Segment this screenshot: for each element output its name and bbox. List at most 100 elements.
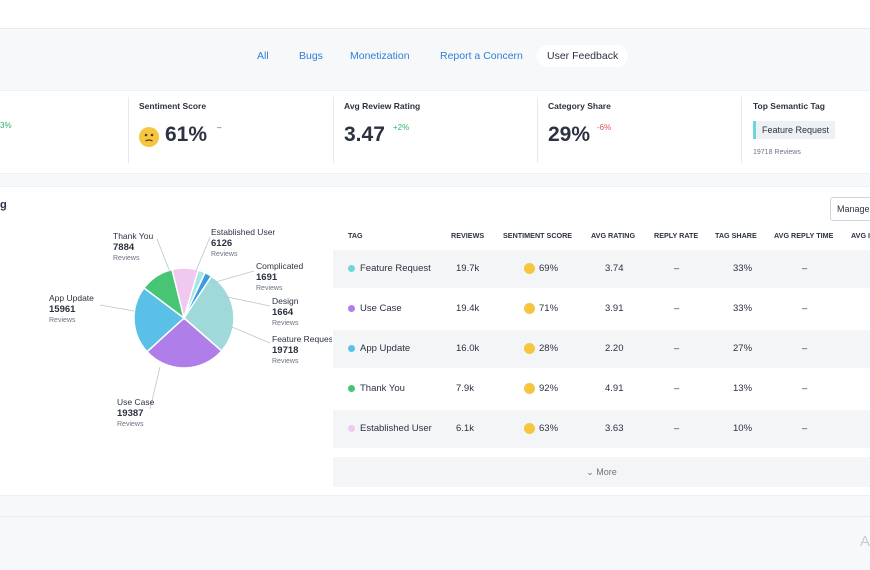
pie-label-count: 19718 [272,345,299,356]
pie-label-name: App Update [49,293,94,303]
column-header-avg-truncated[interactable]: AVG I [851,231,870,240]
reply-rate-value: – [674,423,680,434]
table-row[interactable]: Use Case 19.4k 71% 3.91 – 33% – [333,290,870,328]
pie-label-name: Use Case [117,397,155,407]
tag-name: App Update [360,343,411,354]
column-header-reviews[interactable]: REVIEWS [451,231,485,240]
pie-label-complicated: Complicated 1691 Reviews [256,261,303,294]
kpi-value: 29% [548,123,591,146]
sentiment-face-icon [524,383,535,394]
pie-label-name: Design [272,296,299,306]
column-header-sentiment-score[interactable]: SENTIMENT SCORE [503,231,573,240]
tag-color-dot [348,265,355,272]
pie-slice-design[interactable] [183,271,213,319]
rating-value: 3.74 [605,263,624,274]
top-tag-chip[interactable]: Feature Request [753,121,836,139]
pie-label-unit: Reviews [49,317,76,324]
partial-kpi-delta: 3% [0,121,12,130]
pie-leader-line [156,238,171,273]
show-more-button[interactable]: ⌄ More [333,457,870,487]
kpi-label: Sentiment Score [139,101,207,111]
kpi-divider [537,97,538,163]
kpi-delta: +2% [393,123,410,132]
kpi-label: Avg Review Rating [344,101,421,111]
pie-label-thank-you: Thank You 7884 Reviews [113,231,153,264]
rating-value: 4.91 [605,383,624,394]
semantic-tag-panel: g Manage Thank You 7884 Reviews Establis… [0,186,870,496]
tag-share-value: 10% [733,423,753,434]
kpi-delta: -6% [597,123,612,132]
top-bar [0,0,870,29]
pie-leader-line [211,270,255,284]
rating-value: 3.91 [605,303,624,314]
tag-share-value: 33% [733,303,753,314]
tag-color-dot [348,305,355,312]
sentiment-value: 71% [539,303,559,314]
sentiment-face-icon [524,263,535,274]
pie-label-unit: Reviews [272,358,299,365]
sentiment-value: 28% [539,343,559,354]
table-row[interactable]: Established User 6.1k 63% 3.63 – 10% – [333,410,870,448]
tag-color-dot [348,425,355,432]
reviews-value: 19.4k [456,303,480,314]
pie-label-use-case: Use Case 19387 Reviews [117,397,154,430]
tag-share-value: 27% [733,343,753,354]
sentiment-value: 92% [539,383,559,394]
reply-rate-value: – [674,383,680,394]
column-header-avg-rating[interactable]: AVG RATING [591,231,636,240]
pie-leader-line [99,304,135,312]
pie-label-count: 1691 [256,272,278,283]
pie-leader-line [217,294,271,307]
table-row[interactable]: App Update 16.0k 28% 2.20 – 27% – [333,330,870,368]
tab-all[interactable]: All [257,50,269,62]
kpi-label: Top Semantic Tag [753,101,825,111]
reviews-value: 6.1k [456,423,474,434]
pie-slice-app-update[interactable] [133,286,186,353]
tag-color-dot [348,385,355,392]
tab-report-a-concern[interactable]: Report a Concern [440,50,523,62]
tag-color-dot [348,345,355,352]
table-row[interactable]: Thank You 7.9k 92% 4.91 – 13% – [333,370,870,408]
category-tabs: All Bugs Monetization Report a Concern U… [0,40,870,80]
sentiment-face-icon [524,343,535,354]
pie-slice-feature-request[interactable] [183,275,235,353]
table-row[interactable]: Feature Request 19.7k 69% 3.74 – 33% – [333,250,870,288]
pie-chart [99,236,271,410]
pie-label-unit: Reviews [272,320,299,327]
manage-button[interactable]: Manage [830,197,870,221]
kpi-avg-review-rating: Avg Review Rating 3.47 +2% [344,91,534,173]
pie-label-count: 7884 [113,242,135,253]
pie-label-app-update: App Update 15961 Reviews [49,293,94,326]
pie-label-name: Complicated [256,261,304,271]
pie-label-name: Thank You [113,231,154,241]
pie-chart-area: Thank You 7884 Reviews Established User … [0,187,332,487]
pie-label-name: Feature Request [272,334,332,344]
pie-label-count: 15961 [49,304,76,315]
kpi-value: 61% [165,123,208,146]
column-header-reply-rate[interactable]: REPLY RATE [654,231,699,240]
kpi-label: Category Share [548,101,611,111]
column-header-tag-share[interactable]: TAG SHARE [715,231,757,240]
watermark-text: A [860,533,870,550]
kpi-divider [741,97,742,163]
column-header-avg-reply-time[interactable]: AVG REPLY TIME [774,231,834,240]
kpi-category-share: Category Share 29% -6% [548,91,738,173]
kpi-top-semantic-tag: Top Semantic Tag Feature Request 19718 R… [753,91,870,173]
neutral-face-icon [139,127,159,147]
reply-rate-value: – [674,263,680,274]
tab-bugs[interactable]: Bugs [299,50,323,62]
rating-value: 2.20 [605,343,624,354]
reply-time-value: – [802,303,808,314]
rating-value: 3.63 [605,423,624,434]
tab-user-feedback[interactable]: User Feedback [537,45,629,67]
column-header-tag[interactable]: TAG [348,231,363,240]
pie-label-count: 6126 [211,238,233,249]
tag-name: Established User [360,423,432,434]
pie-label-unit: Reviews [113,255,140,262]
pie-label-unit: Reviews [256,285,283,292]
reply-rate-value: – [674,343,680,354]
kpi-strip: 3% Sentiment Score 61% – Avg Review Rati… [0,90,870,174]
tab-monetization[interactable]: Monetization [350,50,410,62]
pie-slice-use-case[interactable] [146,316,223,369]
pie-leader-line [195,236,211,272]
